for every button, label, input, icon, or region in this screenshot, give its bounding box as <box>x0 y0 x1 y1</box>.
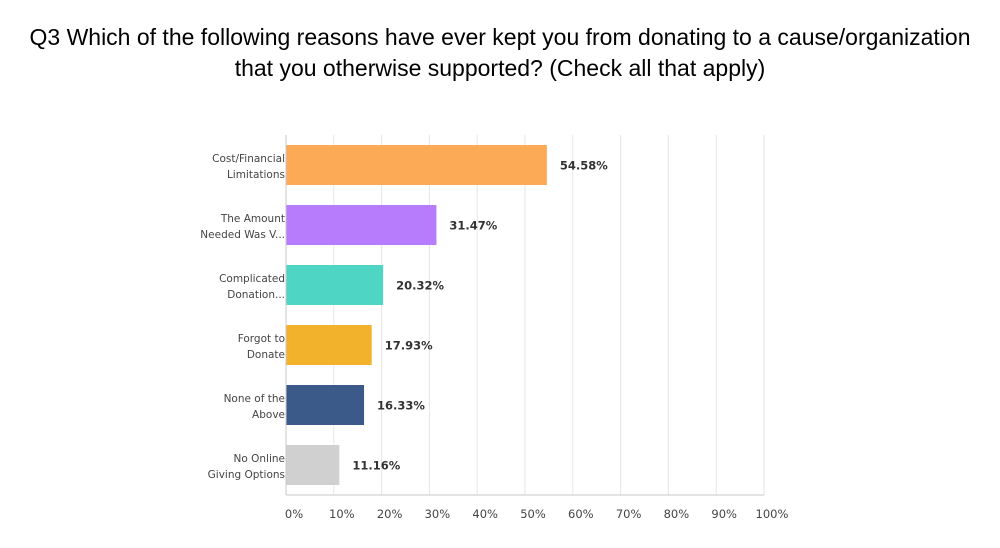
grid-lines <box>333 135 765 495</box>
chart-title-line-2: that you otherwise supported? (Check all… <box>234 55 766 81</box>
x-tick-label: 50% <box>520 507 546 521</box>
x-tick-label: 90% <box>711 507 737 521</box>
bar-value-label: 20.32% <box>396 279 444 293</box>
x-tick-label: 40% <box>472 507 498 521</box>
category-label: The Amount Needed Was V... <box>200 213 285 241</box>
bar <box>286 445 340 485</box>
bars <box>286 145 547 485</box>
x-tick-label: 100% <box>756 507 789 521</box>
value-labels: 54.58% 31.47% 20.32% 17.93% 16.33% 11.16% <box>352 159 608 473</box>
x-tick-labels: 0% 10% 20% 30% 40% 50% 60% 70% 80% 90% 100% <box>285 507 789 521</box>
bar-value-label: 31.47% <box>449 219 497 233</box>
x-tick-label: 80% <box>664 507 690 521</box>
category-labels: Cost/Financial Limitations The Amount Neede… <box>200 153 285 481</box>
chart-title: Q3 Which of the following reasons have e… <box>0 22 1000 84</box>
category-label: Forgot to Donate <box>238 333 285 361</box>
category-label: Cost/Financial Limitations <box>212 153 285 181</box>
bar <box>286 145 547 185</box>
bar <box>286 205 437 245</box>
x-tick-label: 0% <box>285 507 303 521</box>
bar-value-label: 54.58% <box>560 159 608 173</box>
x-tick-label: 30% <box>425 507 451 521</box>
bar-value-label: 11.16% <box>352 459 400 473</box>
category-label: Complicated Donation... <box>219 273 285 301</box>
bar <box>286 325 372 365</box>
x-tick-label: 20% <box>377 507 403 521</box>
bar <box>286 385 365 425</box>
x-tick-label: 60% <box>568 507 594 521</box>
category-label: No Online Giving Options <box>208 453 285 481</box>
category-label: None of the Above <box>224 393 285 421</box>
axes <box>285 135 764 496</box>
bar-value-label: 16.33% <box>377 399 425 413</box>
bar-value-label: 17.93% <box>385 339 433 353</box>
x-tick-label: 10% <box>329 507 355 521</box>
chart-title-line-1: Q3 Which of the following reasons have e… <box>29 24 971 50</box>
bar <box>286 265 384 305</box>
x-tick-label: 70% <box>616 507 642 521</box>
